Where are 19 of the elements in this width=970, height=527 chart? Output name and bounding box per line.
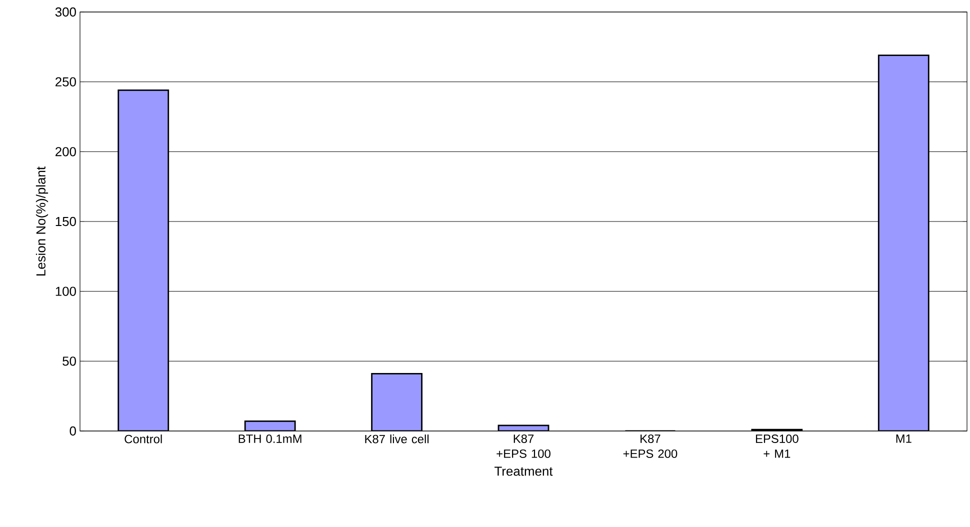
- x-axis-title: Treatment: [494, 466, 553, 476]
- y-tick-label: 150: [56, 216, 76, 226]
- bar: [878, 54, 930, 431]
- x-tick-label: BTH 0.1mM: [238, 434, 302, 443]
- y-tick-label: 0: [70, 426, 76, 436]
- y-axis-title: Lesion No(%)/plant: [36, 166, 48, 276]
- x-tick-label: M1: [896, 434, 912, 443]
- x-tick-label: Control: [124, 434, 162, 444]
- x-tick-label: EPS100 + M1: [756, 434, 798, 458]
- y-tick-label: 300: [55, 7, 76, 17]
- y-tick-label: 250: [56, 77, 76, 86]
- x-tick-label: K87 +EPS 200: [623, 434, 678, 458]
- x-tick-label: K87 live cell: [365, 434, 429, 444]
- x-tick-label: K87 +EPS 100: [496, 434, 550, 458]
- y-tick-label: 200: [56, 147, 76, 156]
- bar: [371, 373, 422, 431]
- y-tick-label: 50: [62, 356, 76, 366]
- y-tick-label: 100: [56, 286, 76, 296]
- bar: [118, 90, 170, 431]
